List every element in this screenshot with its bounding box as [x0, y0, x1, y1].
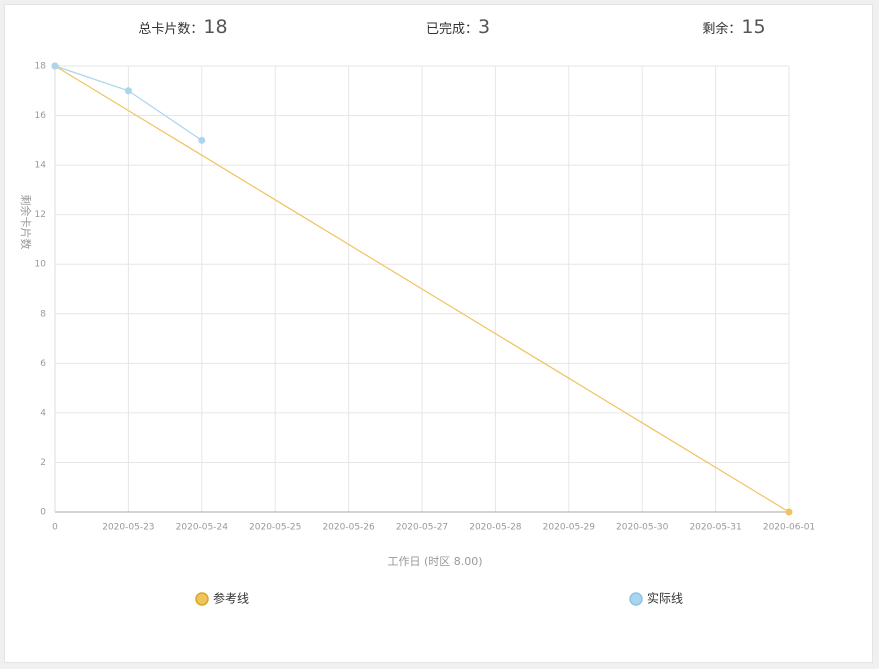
- series-line: [54, 65, 790, 513]
- card: [4, 4, 873, 663]
- x-tick-label: 2020-05-26: [322, 523, 375, 533]
- x-tick-label: 2020-05-27: [396, 523, 448, 533]
- stat: 剩余：15: [584, 16, 879, 38]
- y-tick-label: 14: [35, 161, 47, 171]
- point: [198, 136, 206, 144]
- y-tick-label: 4: [40, 408, 46, 418]
- y-tick-label: 16: [35, 111, 47, 121]
- legend-label: 参考线: [213, 591, 249, 606]
- stat-label: 剩余：: [702, 22, 742, 37]
- point: [124, 87, 132, 95]
- y-tick-label: 0: [40, 508, 46, 518]
- x-tick-label: 2020-05-25: [249, 523, 301, 533]
- x-tick-label: 2020-05-23: [102, 523, 154, 533]
- x-tick-label: 2020-05-31: [689, 523, 741, 533]
- y-tick-label: 2: [40, 458, 46, 468]
- point: [785, 508, 793, 516]
- point: [51, 62, 59, 70]
- stat: 已完成：3: [308, 16, 608, 38]
- x-tick-label: 2020-05-30: [616, 523, 669, 533]
- x-axis-label: 工作日 (时区 8.00): [387, 555, 482, 568]
- y-tick-label: 10: [35, 260, 47, 270]
- stat-value: 15: [741, 16, 766, 38]
- stat-label: 已完成：: [425, 22, 478, 37]
- y-tick-label: 18: [35, 62, 47, 72]
- x-tick-label: 2020-06-01: [763, 523, 815, 533]
- x-tick-label: 2020-05-28: [469, 523, 522, 533]
- stat-value: 3: [477, 16, 491, 38]
- y-tick-label: 8: [40, 309, 46, 319]
- stat: 总卡片数：18: [33, 16, 333, 38]
- y-axis-label: 剩余卡片数: [19, 195, 33, 250]
- legend-label: 实际线: [647, 591, 683, 606]
- x-tick-label: 0: [52, 523, 58, 533]
- x-tick-label: 2020-05-29: [543, 523, 596, 533]
- legend-marker: [629, 592, 643, 606]
- legend-marker: [195, 592, 209, 606]
- stat-value: 18: [203, 16, 228, 38]
- x-tick-label: 2020-05-24: [176, 523, 229, 533]
- stat-label: 总卡片数：: [138, 22, 204, 37]
- y-tick-label: 12: [35, 210, 46, 220]
- y-tick-label: 6: [40, 359, 46, 369]
